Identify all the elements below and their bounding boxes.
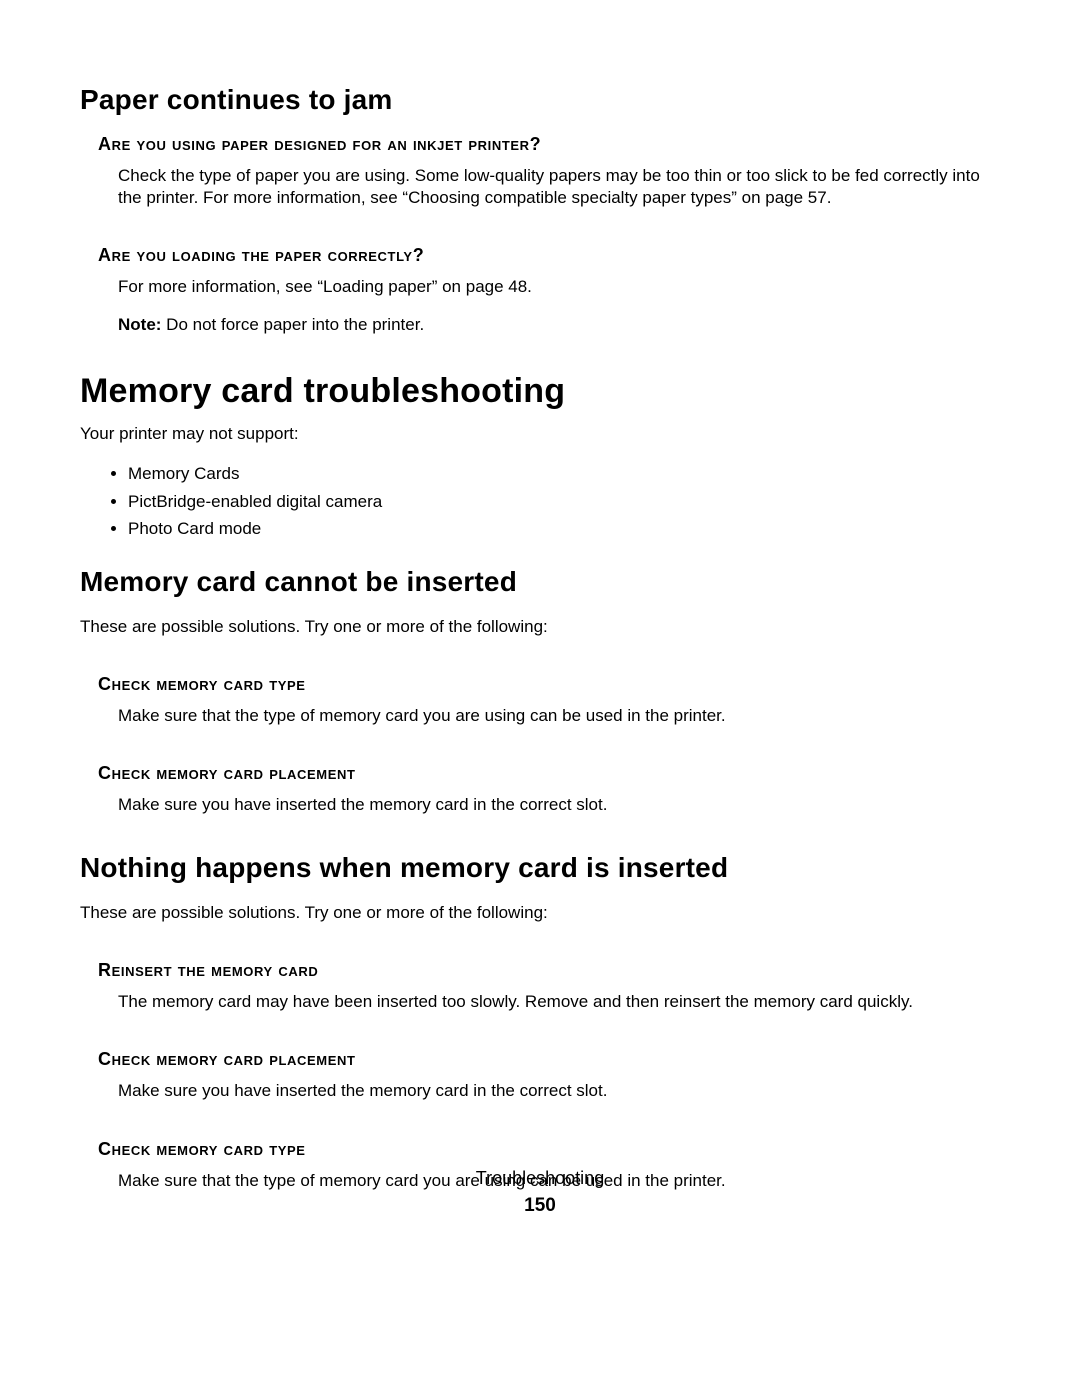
paragraph-paper-designed: Check the type of paper you are using. S… — [118, 165, 1000, 209]
note-body: Do not force paper into the printer. — [161, 315, 424, 334]
heading-memory-troubleshooting: Memory card troubleshooting — [80, 372, 1000, 411]
list-item: Photo Card mode — [128, 516, 1000, 542]
heading-paper-jam: Paper continues to jam — [80, 84, 1000, 116]
paragraph-check-placement-1: Make sure you have inserted the memory c… — [118, 794, 1000, 816]
paragraph-nothing-happens-intro: These are possible solutions. Try one or… — [80, 902, 1000, 924]
support-bullets: Memory Cards PictBridge-enabled digital … — [80, 461, 1000, 542]
subheading-loading-correctly: Are you loading the paper correctly? — [98, 245, 1000, 266]
page-footer: Troubleshooting 150 — [0, 1168, 1080, 1217]
list-item: PictBridge-enabled digital camera — [128, 489, 1000, 515]
paragraph-note: Note: Do not force paper into the printe… — [118, 314, 1000, 336]
paragraph-check-type-1: Make sure that the type of memory card y… — [118, 705, 1000, 727]
subheading-check-type-2: Check memory card type — [98, 1139, 1000, 1160]
subheading-check-placement-1: Check memory card placement — [98, 763, 1000, 784]
paragraph-loading-correctly: For more information, see “Loading paper… — [118, 276, 1000, 298]
paragraph-reinsert: The memory card may have been inserted t… — [118, 991, 1000, 1013]
subheading-check-placement-2: Check memory card placement — [98, 1049, 1000, 1070]
note-label: Note: — [118, 315, 161, 334]
heading-cannot-insert: Memory card cannot be inserted — [80, 566, 1000, 598]
paragraph-check-placement-2: Make sure you have inserted the memory c… — [118, 1080, 1000, 1102]
list-item: Memory Cards — [128, 461, 1000, 487]
subheading-check-type-1: Check memory card type — [98, 674, 1000, 695]
subheading-paper-designed: Are you using paper designed for an inkj… — [98, 134, 1000, 155]
document-page: Paper continues to jam Are you using pap… — [0, 0, 1080, 1397]
heading-nothing-happens: Nothing happens when memory card is inse… — [80, 852, 1000, 884]
footer-section-name: Troubleshooting — [0, 1168, 1080, 1189]
paragraph-cannot-insert-intro: These are possible solutions. Try one or… — [80, 616, 1000, 638]
footer-page-number: 150 — [0, 1195, 1080, 1217]
subheading-reinsert: Reinsert the memory card — [98, 960, 1000, 981]
paragraph-printer-may-not-support: Your printer may not support: — [80, 423, 1000, 445]
